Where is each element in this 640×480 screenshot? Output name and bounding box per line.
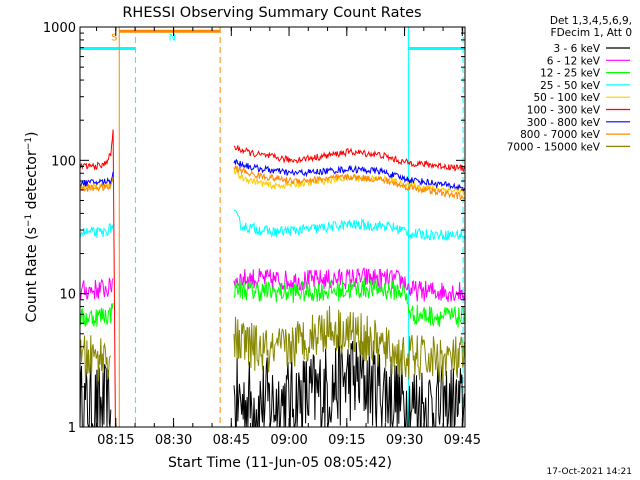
series-line <box>79 335 111 382</box>
y-tick-label: 1 <box>68 421 76 436</box>
legend-label: 7000 - 15000 keV <box>507 141 601 153</box>
series-line <box>79 176 114 191</box>
series-layer <box>79 129 466 428</box>
series-line <box>233 209 466 241</box>
x-tick-label: 09:15 <box>328 433 365 448</box>
series-7000-15000-kev <box>79 305 466 383</box>
series-300-800-kev <box>79 158 466 192</box>
series-800-7000-kev <box>79 164 466 201</box>
legend-header: Det 1,3,4,5,6,9, <box>550 15 632 27</box>
series-25-50-kev <box>79 209 466 241</box>
legend-label: 300 - 800 keV <box>527 117 601 129</box>
x-tick-label: 09:45 <box>444 433 481 448</box>
legend-header: FDecim 1, Att 0 <box>551 27 632 39</box>
x-tick-label: 08:30 <box>155 433 192 448</box>
y-tick-label: 10 <box>59 288 76 303</box>
series-line <box>79 222 114 238</box>
series-12-25-kev <box>79 278 466 328</box>
legend-label: 3 - 6 keV <box>553 43 600 55</box>
plot-frame <box>79 26 466 428</box>
x-tick-label: 09:00 <box>270 433 307 448</box>
series-line <box>233 336 466 428</box>
legend-label: 25 - 50 keV <box>540 80 601 92</box>
series-line <box>233 158 466 192</box>
x-tick-label: 08:15 <box>97 433 134 448</box>
y-tick-label: 1000 <box>43 21 76 36</box>
x-tick-label: 08:45 <box>213 433 250 448</box>
series-line <box>79 176 114 192</box>
legend-label: 6 - 12 keV <box>547 55 601 67</box>
chart-title: RHESSI Observing Summary Count Rates <box>122 5 421 21</box>
x-tick-label: 09:30 <box>386 433 423 448</box>
y-axis-label: Count Rate (s−1 detector−1) <box>24 132 40 323</box>
series-line <box>233 278 466 328</box>
series-line <box>79 303 114 328</box>
timestamp: 17-Oct-2021 14:21 <box>547 467 632 477</box>
series-line <box>233 305 466 383</box>
series-line <box>79 171 114 188</box>
series-3-6-kev <box>79 336 466 428</box>
saa-entry-drop <box>112 129 116 428</box>
legend: Det 1,3,4,5,6,9,FDecim 1, Att 0 3 - 6 keV… <box>507 15 632 153</box>
series-100-300-kev <box>79 129 466 173</box>
series-line <box>233 145 466 173</box>
legend-label: 12 - 25 keV <box>540 68 601 80</box>
series-line <box>233 164 466 201</box>
series-line <box>79 363 112 428</box>
overlay-flag-n: N <box>169 32 176 43</box>
y-tick-label: 100 <box>51 154 76 169</box>
series-line <box>79 129 114 171</box>
series-line <box>79 277 114 300</box>
legend-label: 800 - 7000 keV <box>520 129 601 141</box>
legend-label: 100 - 300 keV <box>527 105 601 117</box>
overlay-flag-s: S <box>111 32 117 43</box>
legend-label: 50 - 100 keV <box>533 92 600 104</box>
x-axis-label: Start Time (11-Jun-05 08:05:42) <box>168 455 392 471</box>
axes: 08:15 08:30 08:45 09:00 09:15 09:30 09:45 1 10 10… <box>43 21 481 448</box>
